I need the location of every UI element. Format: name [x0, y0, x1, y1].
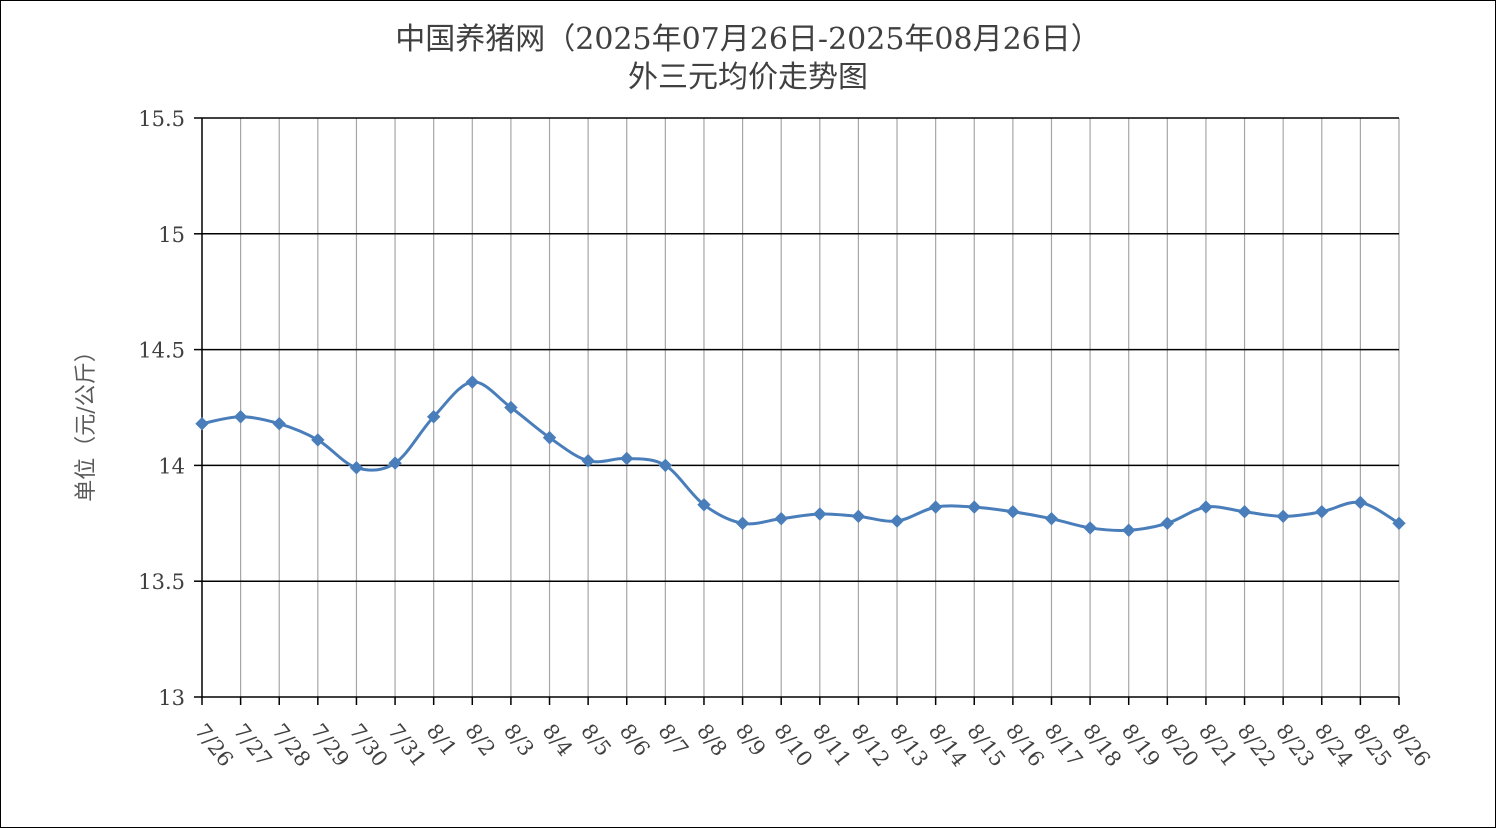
x-tick-label: 8/13	[885, 719, 933, 771]
data-point	[1353, 495, 1368, 510]
data-point	[1392, 516, 1406, 531]
data-point	[1083, 521, 1097, 535]
x-tick-label: 8/23	[1271, 719, 1319, 771]
data-point	[697, 498, 711, 512]
data-point	[233, 410, 248, 424]
x-tick-label: 8/3	[499, 719, 539, 760]
data-point	[272, 417, 286, 431]
y-tick-label: 13.5	[138, 570, 185, 594]
x-tick-label: 8/16	[1001, 719, 1049, 771]
x-tick-labels: 7/267/277/287/297/307/318/18/28/38/48/58…	[190, 719, 1435, 771]
x-tick-label: 8/22	[1233, 719, 1281, 771]
data-point	[195, 417, 209, 431]
y-tick-label: 13	[158, 686, 185, 710]
data-point	[349, 461, 364, 475]
x-tick-label: 8/8	[692, 719, 732, 760]
data-point	[504, 400, 518, 415]
axes	[194, 117, 1400, 705]
y-axis-label: 单位（元/公斤）	[74, 340, 99, 501]
data-point	[1276, 509, 1290, 524]
data-point	[388, 456, 402, 470]
data-point	[581, 454, 595, 468]
x-tick-label: 8/26	[1387, 719, 1435, 771]
y-tick-label: 15	[158, 223, 185, 247]
x-tick-label: 8/14	[924, 719, 972, 771]
x-tick-label: 8/6	[615, 719, 655, 760]
x-tick-label: 7/30	[345, 719, 393, 771]
data-point	[1006, 505, 1020, 519]
x-tick-label: 7/26	[190, 719, 238, 771]
x-tick-label: 7/29	[306, 719, 354, 771]
x-tick-label: 8/9	[731, 719, 771, 760]
horizontal-gridlines	[202, 117, 1399, 582]
data-point	[774, 511, 788, 526]
x-tick-label: 8/10	[769, 719, 817, 771]
x-tick-label: 8/20	[1155, 719, 1203, 771]
x-tick-label: 8/15	[962, 719, 1010, 771]
data-point	[620, 451, 634, 466]
y-tick-labels: 13 13.5 14 14.5 15 15.5	[138, 107, 185, 710]
y-tick-label: 14.5	[138, 339, 185, 363]
data-point	[1199, 500, 1213, 514]
x-tick-label: 8/21	[1194, 719, 1242, 771]
chart-subtitle: 外三元均价走势图	[628, 60, 868, 95]
data-point	[311, 433, 325, 447]
x-tick-label: 8/7	[653, 719, 693, 760]
series-group	[195, 375, 1406, 537]
x-tick-label: 8/24	[1310, 719, 1358, 771]
x-tick-label: 8/4	[538, 719, 578, 760]
data-point	[928, 500, 943, 514]
data-point	[735, 516, 750, 531]
data-point	[426, 410, 441, 424]
data-point	[1122, 523, 1136, 537]
x-tick-label: 8/25	[1348, 719, 1396, 771]
series-line	[201, 380, 1400, 532]
x-tick-label: 8/19	[1117, 719, 1165, 771]
y-tick-label: 14	[158, 454, 185, 478]
data-point	[1315, 505, 1329, 519]
x-tick-label: 7/31	[383, 719, 431, 771]
data-point	[1044, 511, 1059, 526]
data-point	[542, 430, 557, 445]
data-point	[967, 500, 981, 514]
y-tick-label: 15.5	[138, 107, 185, 131]
data-point	[851, 509, 866, 524]
data-point	[890, 514, 904, 528]
x-tick-label: 8/2	[460, 719, 500, 760]
data-point	[1160, 516, 1175, 531]
x-tick-label: 8/11	[808, 719, 856, 771]
vertical-gridlines	[240, 118, 1400, 697]
data-point	[813, 507, 827, 521]
chart-title: 中国养猪网（2025年07月26日-2025年08月26日）	[395, 22, 1101, 57]
x-tick-label: 7/28	[267, 719, 315, 771]
x-tick-label: 8/12	[846, 719, 894, 771]
x-tick-label: 8/5	[576, 719, 616, 760]
x-tick-label: 7/27	[229, 719, 277, 771]
x-tick-label: 8/18	[1078, 719, 1126, 771]
data-point	[1237, 505, 1252, 519]
x-tick-label: 8/17	[1040, 719, 1088, 771]
data-point	[658, 458, 673, 473]
data-point	[465, 375, 479, 389]
